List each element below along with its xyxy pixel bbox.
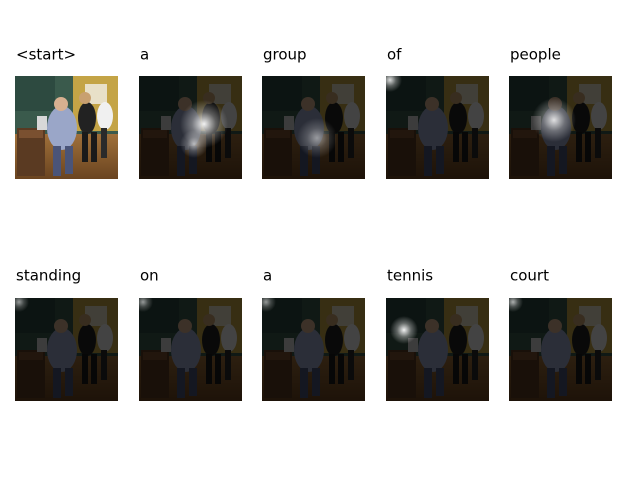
word-label: <start> — [16, 46, 76, 64]
attention-spot — [133, 292, 153, 312]
attention-spot — [180, 130, 208, 158]
word-label: tennis — [387, 267, 433, 285]
attention-panel — [139, 76, 242, 179]
word-label: court — [510, 267, 549, 285]
word-label: a — [140, 46, 149, 64]
word-label: on — [140, 267, 159, 285]
dim-overlay — [139, 298, 242, 401]
word-label: of — [387, 46, 402, 64]
attention-spot — [503, 292, 523, 312]
attention-spot — [297, 118, 337, 158]
dim-overlay — [386, 76, 489, 179]
attention-panel — [262, 76, 365, 179]
dim-overlay — [262, 298, 365, 401]
word-label: standing — [16, 267, 81, 285]
attention-panel — [509, 76, 612, 179]
attention-spot — [378, 68, 402, 92]
attention-panel — [256, 292, 365, 401]
word-label: people — [510, 46, 561, 64]
attention-panel — [386, 298, 489, 401]
attention-spot — [390, 316, 418, 344]
attention-panel — [9, 292, 118, 401]
attention-panel — [15, 76, 118, 179]
dim-overlay — [15, 298, 118, 401]
attention-spot — [256, 292, 276, 312]
word-label: a — [263, 267, 272, 285]
attention-panel — [503, 292, 612, 401]
attention-panel — [133, 292, 242, 401]
attention-panel — [378, 68, 489, 179]
attention-spot — [9, 292, 29, 312]
image — [15, 76, 118, 179]
dim-overlay — [509, 298, 612, 401]
word-label: group — [263, 46, 307, 64]
dim-overlay — [386, 298, 489, 401]
attention-spot — [532, 98, 576, 142]
